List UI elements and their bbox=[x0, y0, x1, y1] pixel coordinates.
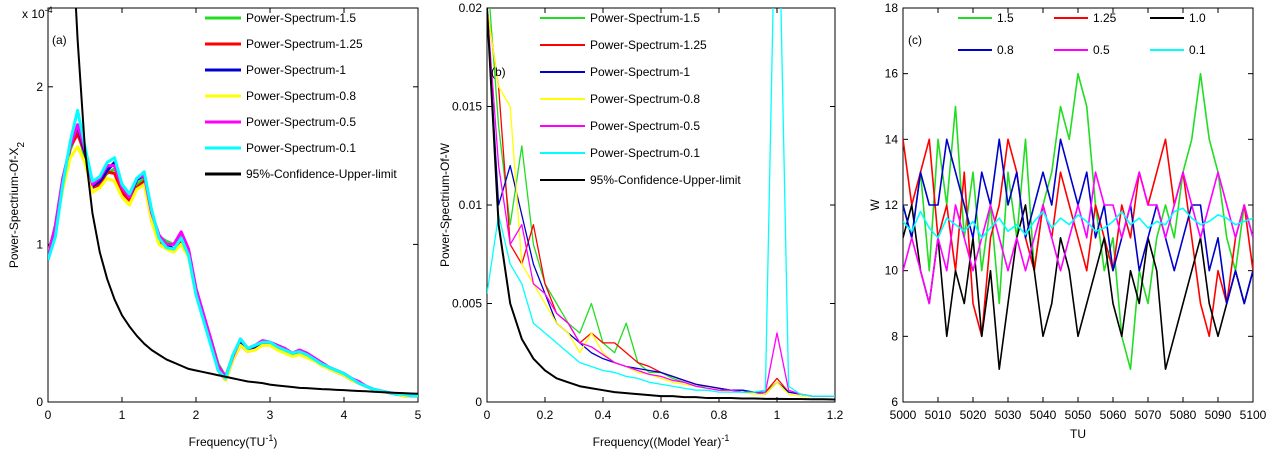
x-tick-label: 2 bbox=[193, 408, 200, 422]
y-tick-label: 0.015 bbox=[452, 100, 482, 114]
y-tick-label: 0.02 bbox=[459, 1, 483, 15]
legend-label: 1.25 bbox=[1093, 11, 1117, 25]
series-line bbox=[487, 8, 835, 397]
y-tick-label: 2 bbox=[36, 80, 43, 94]
label-part: 2 bbox=[16, 141, 27, 147]
x-tick-label: 5040 bbox=[1030, 408, 1057, 422]
y-tick-label: 0.005 bbox=[452, 297, 482, 311]
series-line bbox=[903, 204, 1253, 370]
legend-label: Power-Spectrum-0.8 bbox=[246, 89, 356, 103]
series-line bbox=[487, 8, 835, 401]
x-tick-label: 5000 bbox=[890, 408, 917, 422]
series-line bbox=[903, 171, 1253, 305]
x-tick-label: 1 bbox=[119, 408, 126, 422]
x-tick-label: 5090 bbox=[1205, 408, 1232, 422]
legend-label: 0.1 bbox=[1189, 43, 1206, 57]
x-tick-label: 5070 bbox=[1135, 408, 1162, 422]
y-tick-label: 8 bbox=[891, 329, 898, 343]
x-tick-label: 3 bbox=[267, 408, 274, 422]
series-line bbox=[903, 138, 1253, 305]
label-part: -1 bbox=[265, 433, 273, 443]
panel-label: (c) bbox=[908, 33, 922, 47]
x-tick-label: 5 bbox=[415, 408, 422, 422]
x-axis-label: Frequency(TU-1) bbox=[189, 433, 278, 449]
x-tick-label: 5020 bbox=[960, 408, 987, 422]
label-part: ) bbox=[273, 435, 277, 449]
x-tick-label: 1 bbox=[774, 408, 781, 422]
legend-label: Power-Spectrum-1 bbox=[246, 63, 346, 77]
x-tick-label: 4 bbox=[341, 408, 348, 422]
y-tick-label: 14 bbox=[885, 132, 899, 146]
y-tick-label: 0.01 bbox=[459, 198, 483, 212]
label-part: Frequency(TU bbox=[189, 435, 266, 449]
x-axis-label: TU bbox=[1070, 427, 1086, 441]
x-axis-label: Frequency((Model Year)-1 bbox=[593, 433, 730, 449]
x-tick-label: 0.4 bbox=[595, 408, 612, 422]
plot-frame bbox=[47, 7, 419, 403]
label-part: -4 bbox=[45, 5, 53, 15]
x-tick-label: 0 bbox=[484, 408, 491, 422]
x-tick-label: 5010 bbox=[925, 408, 952, 422]
series-line bbox=[903, 72, 1253, 370]
legend-label: 0.5 bbox=[1093, 43, 1110, 57]
y-tick-label: 16 bbox=[885, 67, 899, 81]
x-tick-label: 0.2 bbox=[537, 408, 554, 422]
legend-label: 0.8 bbox=[997, 43, 1014, 57]
y-axis-label: Power-Spectrium-Of-X2 bbox=[7, 141, 27, 268]
legend-label: Power-Spectrum-1.5 bbox=[246, 11, 356, 25]
series-line bbox=[74, 8, 418, 395]
y-tick-label: 1 bbox=[36, 237, 43, 251]
legend-label: 95%-Confidence-Upper-limit bbox=[246, 167, 397, 181]
legend-label: Power-Spectrum-1.25 bbox=[246, 37, 363, 51]
y-multiplier: x 10-4 bbox=[22, 5, 53, 21]
y-axis-label: Power-Spectrium-Of-W bbox=[438, 142, 452, 267]
series-line bbox=[48, 108, 418, 398]
x-tick-label: 0 bbox=[45, 408, 52, 422]
label-part: -1 bbox=[721, 433, 729, 443]
x-tick-label: 0.8 bbox=[711, 408, 728, 422]
y-tick-label: 12 bbox=[885, 198, 899, 212]
x-tick-label: 5050 bbox=[1065, 408, 1092, 422]
legend-label: Power-Spectrum-1 bbox=[590, 65, 690, 79]
x-tick-label: 5100 bbox=[1240, 408, 1267, 422]
x-tick-label: 5080 bbox=[1170, 408, 1197, 422]
legend-label: 95%-Confidence-Upper-limit bbox=[590, 173, 741, 187]
panel-label: (b) bbox=[491, 65, 506, 79]
legend-label: Power-Spectrum-1.25 bbox=[590, 38, 707, 52]
y-tick-label: 0 bbox=[475, 395, 482, 409]
label-part: x 10 bbox=[22, 7, 45, 21]
x-tick-label: 1.2 bbox=[827, 408, 844, 422]
legend-label: 1.5 bbox=[997, 11, 1014, 25]
y-tick-label: 6 bbox=[891, 395, 898, 409]
series-line bbox=[487, 8, 835, 397]
label-part: Power-Spectrium-Of-X bbox=[7, 147, 21, 268]
series-line bbox=[489, 8, 835, 397]
legend-label: 1.0 bbox=[1189, 11, 1206, 25]
legend-label: Power-Spectrum-0.5 bbox=[590, 119, 700, 133]
x-tick-label: 5060 bbox=[1100, 408, 1127, 422]
label-part: Frequency((Model Year) bbox=[593, 435, 722, 449]
y-tick-label: 10 bbox=[885, 264, 899, 278]
x-tick-label: 0.6 bbox=[653, 408, 670, 422]
legend-label: Power-Spectrum-1.5 bbox=[590, 11, 700, 25]
y-tick-label: 18 bbox=[885, 1, 899, 15]
legend-label: Power-Spectrum-0.1 bbox=[246, 141, 356, 155]
series-line bbox=[487, 8, 835, 397]
legend-label: Power-Spectrum-0.8 bbox=[590, 92, 700, 106]
legend-label: Power-Spectrum-0.1 bbox=[590, 146, 700, 160]
x-tick-label: 5030 bbox=[995, 408, 1022, 422]
y-axis-label: W bbox=[868, 199, 882, 211]
y-tick-label: 0 bbox=[36, 395, 43, 409]
panel-label: (a) bbox=[52, 33, 67, 47]
legend-label: Power-Spectrum-0.5 bbox=[246, 115, 356, 129]
series-line bbox=[903, 207, 1253, 239]
